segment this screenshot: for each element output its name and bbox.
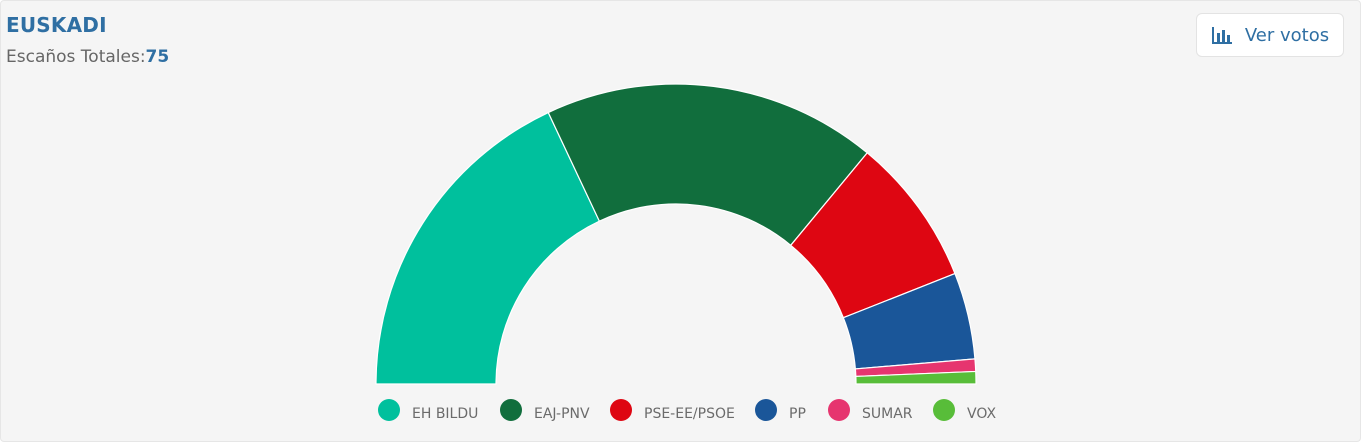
seat-slice-vox[interactable]: [855, 370, 977, 385]
legend-label: PP: [789, 406, 806, 422]
seats-total-value: 75: [145, 47, 170, 67]
legend-item-vox[interactable]: VOX: [933, 398, 996, 422]
seats-total-label: Escaños Totales:: [6, 47, 146, 67]
legend-item-pse-ee-psoe[interactable]: PSE-EE/PSOE: [610, 398, 735, 422]
legend-dot: [828, 399, 850, 421]
legend-item-eaj-pnv[interactable]: EAJ-PNV: [500, 398, 590, 422]
legend-item-pp[interactable]: PP: [755, 398, 806, 422]
page-title: EUSKADI: [6, 13, 107, 37]
legend-label: EAJ-PNV: [534, 406, 590, 422]
legend: EH BILDU EAJ-PNV PSE-EE/PSOE PP SUMAR VOX: [0, 398, 1361, 438]
bar-chart-icon: [1211, 25, 1233, 45]
legend-label: EH BILDU: [412, 406, 479, 422]
seat-slice-eh-bildu[interactable]: [375, 111, 601, 385]
legend-dot: [755, 399, 777, 421]
ver-votos-label: Ver votos: [1244, 24, 1330, 46]
legend-dot: [933, 399, 955, 421]
legend-label: PSE-EE/PSOE: [644, 406, 735, 422]
seat-slice-eaj-pnv[interactable]: [547, 83, 869, 247]
legend-dot: [610, 399, 632, 421]
ver-votos-button[interactable]: Ver votos: [1196, 13, 1344, 57]
legend-item-eh-bildu[interactable]: EH BILDU: [378, 398, 478, 422]
legend-dot: [500, 399, 522, 421]
legend-dot: [378, 399, 400, 421]
legend-label: SUMAR: [862, 406, 913, 422]
seats-total: Escaños Totales:75: [6, 47, 169, 67]
legend-label: VOX: [967, 406, 997, 422]
legend-item-sumar[interactable]: SUMAR: [828, 398, 913, 422]
